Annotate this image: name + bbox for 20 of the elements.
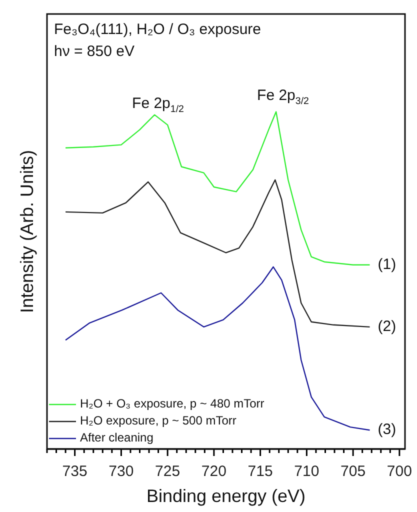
x-tick-label: 710 — [294, 463, 320, 480]
x-tick-label: 725 — [155, 463, 180, 480]
annotation: Fe 2p$_{1/2}$ — [132, 94, 184, 116]
annotation: (3) — [378, 421, 396, 438]
x-tick-label: 735 — [62, 463, 88, 480]
x-tick-label: 715 — [248, 463, 273, 480]
legend-label: H₂O exposure, p ~ 500 mTorr — [80, 414, 236, 428]
legend-label: H₂O + O₃ exposure, p ~ 480 mTorr — [80, 396, 264, 411]
annotation: (1) — [378, 256, 396, 273]
annotation: (2) — [378, 318, 396, 335]
x-tick-label: 730 — [108, 463, 134, 480]
x-axis-title: Binding energy (eV) — [146, 486, 306, 506]
x-tick-label: 720 — [201, 463, 226, 480]
chart-subtitle: hν = 850 eV — [54, 43, 134, 60]
chart-title: Fe₃O₄(111), H₂O / O₃ exposure — [54, 21, 262, 38]
x-tick-label: 705 — [340, 463, 366, 480]
legend-label: After cleaning — [80, 430, 154, 445]
text: Fe 2p$_{3/2}$ — [257, 86, 309, 108]
x-tick-label: 700 — [386, 463, 412, 480]
y-axis-title: Intensity (Arb. Units) — [17, 150, 37, 314]
